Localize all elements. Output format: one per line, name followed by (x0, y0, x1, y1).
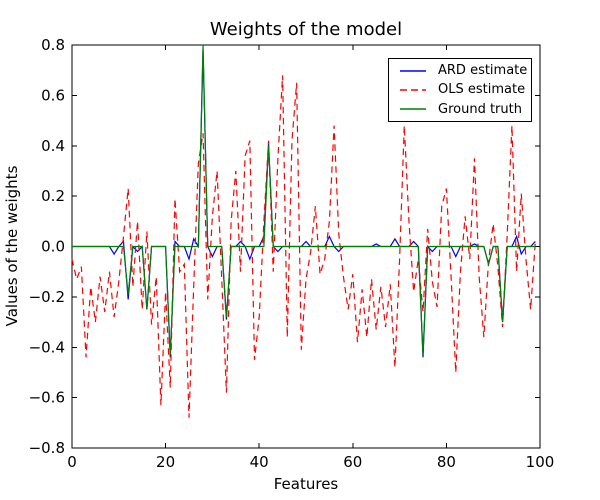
x-tick-label: 100 (526, 453, 555, 471)
x-tick-label: 0 (67, 453, 77, 471)
legend-label: ARD estimate (438, 63, 528, 79)
y-tick-label: 0.6 (41, 86, 65, 104)
y-tick-label: 0.2 (41, 187, 65, 205)
legend-label: OLS estimate (438, 82, 526, 98)
y-tick-label: 0.0 (41, 238, 65, 256)
legend-line-icon (400, 69, 426, 72)
legend-dashed-line-icon (400, 89, 426, 91)
x-tick-label: 40 (250, 453, 269, 471)
axis-tick-labels: 0 20 40 60 80 100 0.8 0.6 0.4 0.2 0.0 −0.2 −0.4 −0.6 −… (29, 36, 555, 471)
y-tick-label: 0.4 (41, 137, 65, 155)
chart-title: Weights of the model (210, 19, 402, 40)
y-tick-label: −0.2 (29, 288, 65, 306)
x-tick-label: 20 (156, 453, 175, 471)
y-tick-label: −0.6 (29, 389, 65, 407)
legend-entry-truth: Ground truth (398, 100, 531, 119)
y-tick-label: −0.8 (29, 439, 65, 457)
legend-line-icon (400, 108, 426, 111)
ground-truth-line (72, 44, 536, 355)
series-lines (71, 44, 536, 418)
legend-entry-ols: OLS estimate (398, 80, 531, 99)
legend-entry-ard: ARD estimate (398, 61, 531, 80)
legend: ARD estimate OLS estimate Ground truth (388, 58, 532, 122)
x-tick-label: 80 (437, 453, 456, 471)
x-axis-label: Features (274, 475, 339, 493)
y-tick-label: 0.8 (41, 36, 65, 54)
legend-label: Ground truth (438, 101, 522, 117)
y-tick-label: −0.4 (29, 338, 65, 356)
y-axis-label: Values of the weights (3, 165, 21, 326)
x-tick-label: 60 (343, 453, 362, 471)
axis-ticks (71, 44, 541, 449)
